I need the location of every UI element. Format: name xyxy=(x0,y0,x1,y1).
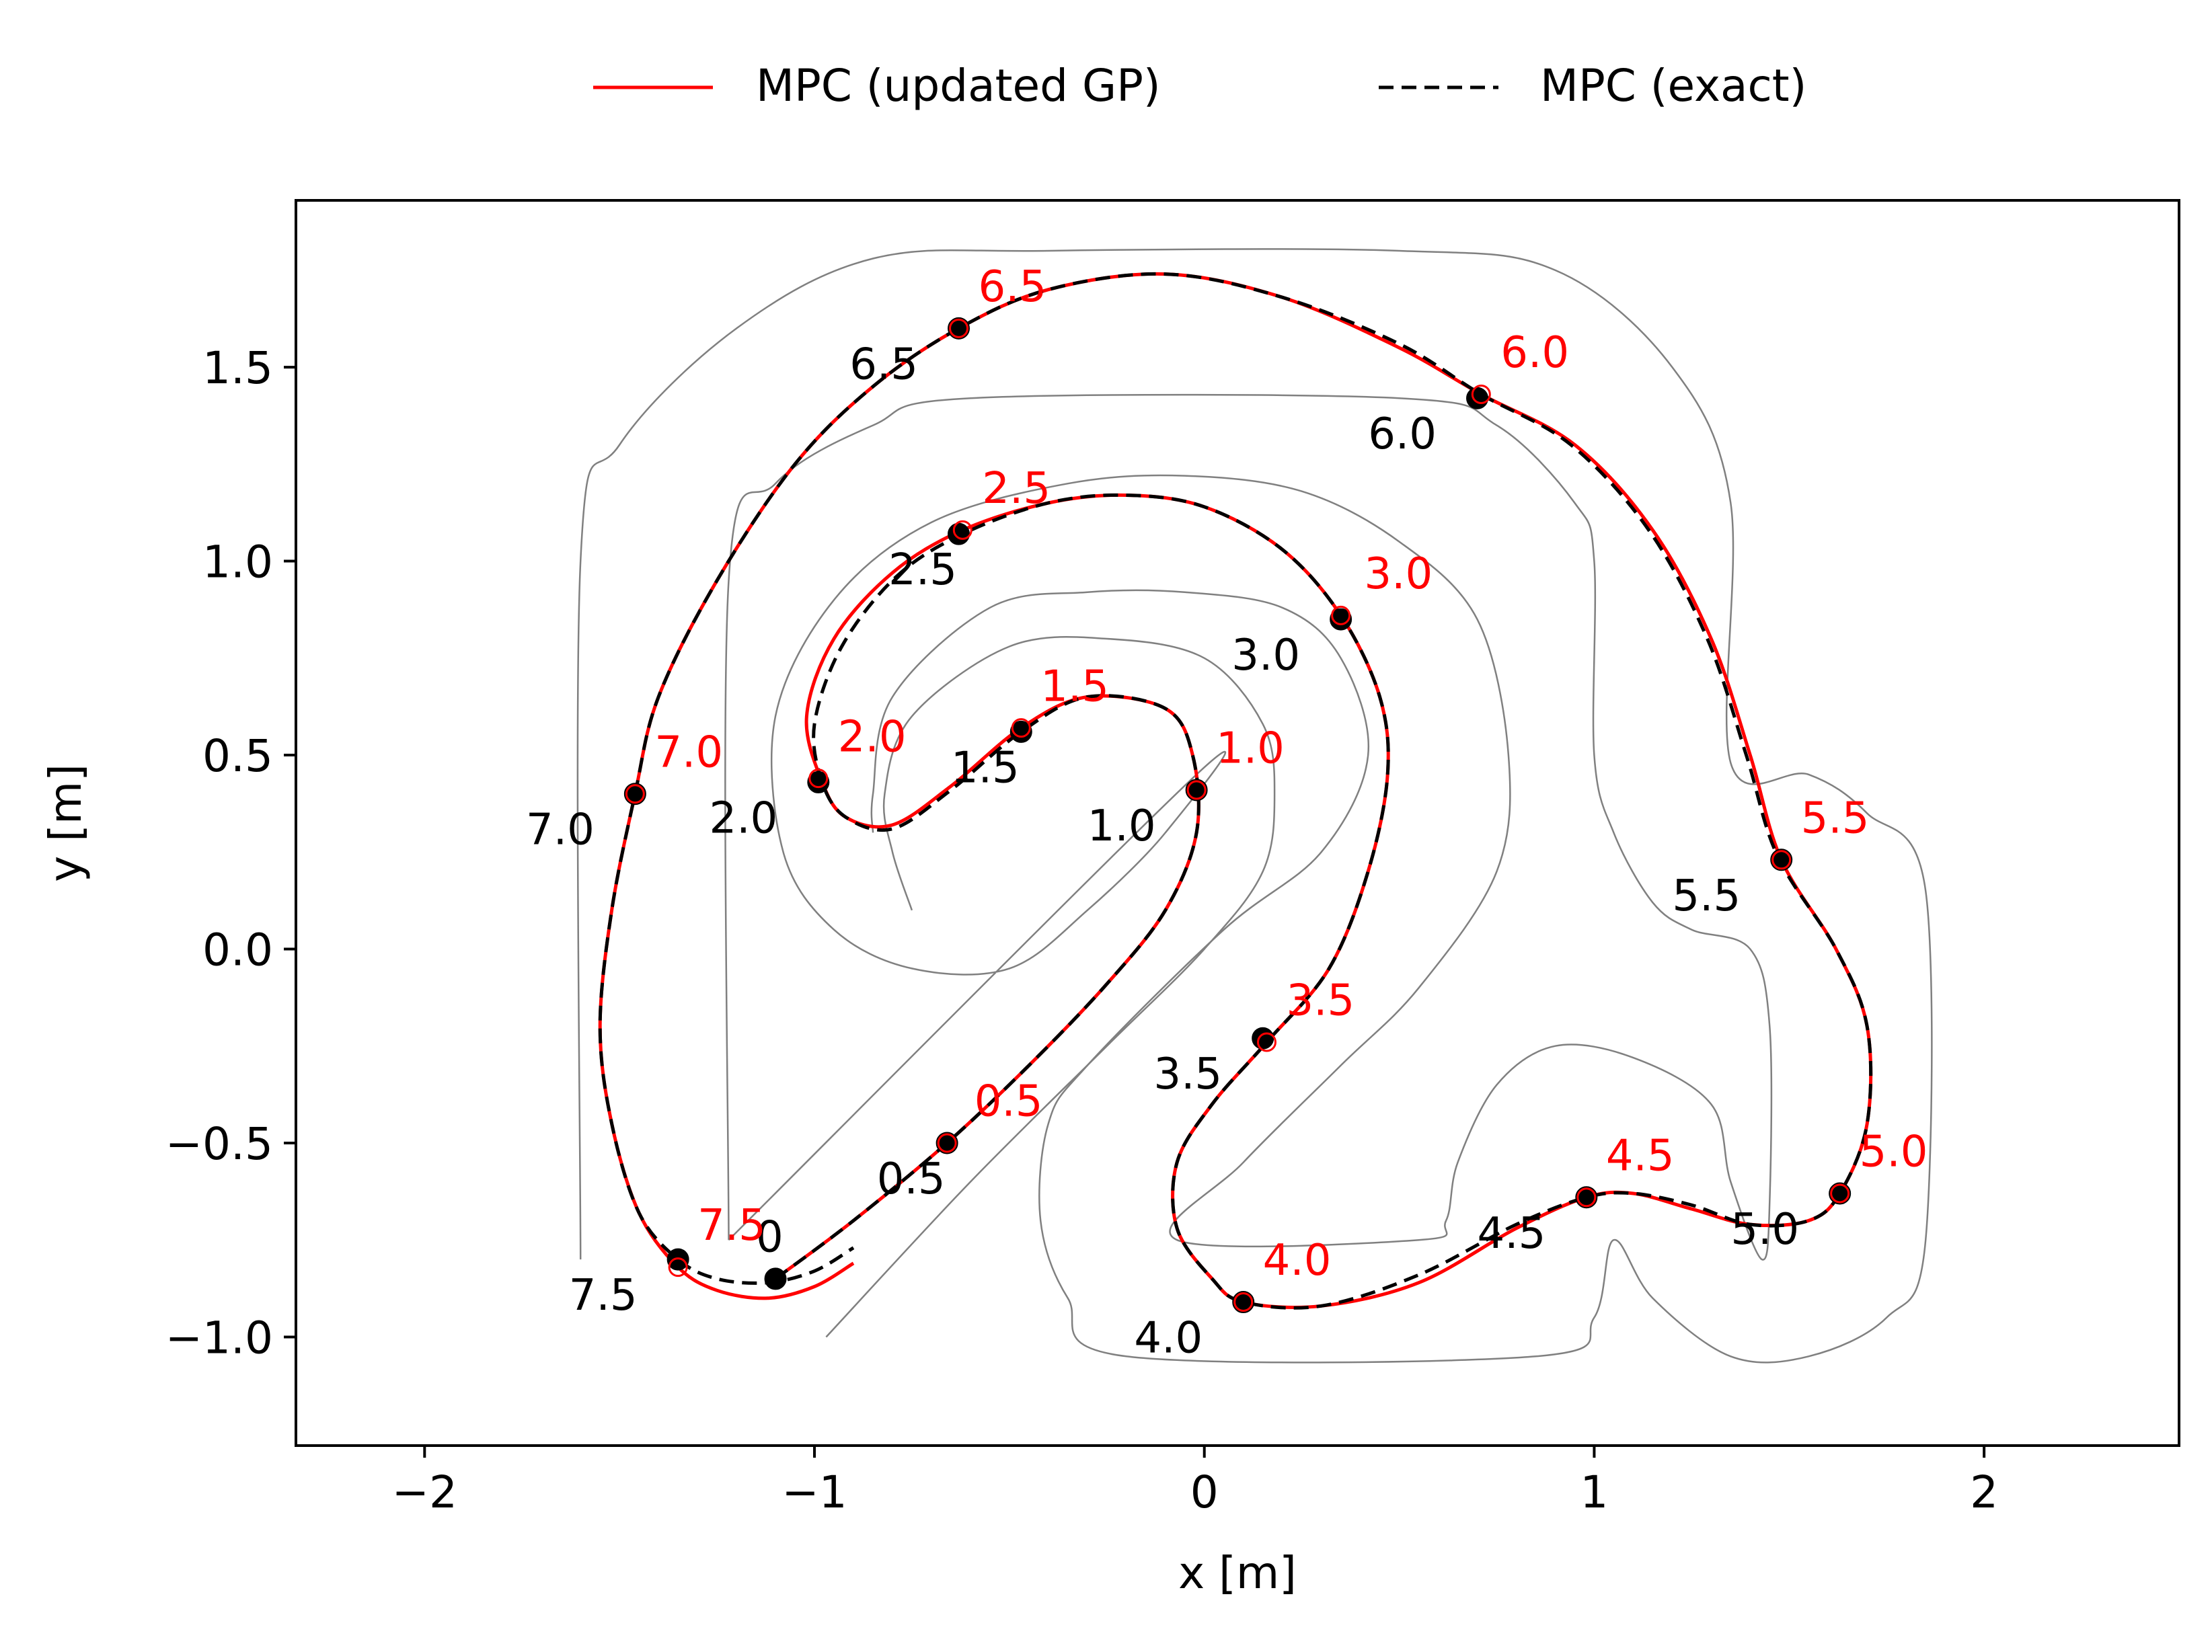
x-tick-label-1: −1 xyxy=(781,1466,847,1518)
marker-gp-1 xyxy=(1186,780,1207,800)
track-boundary-3 xyxy=(825,636,1276,1338)
y-tick-label-3: 0.5 xyxy=(202,730,273,782)
y-tick-label-0: −1.0 xyxy=(165,1312,273,1364)
time-label-gp-9: 5.0 xyxy=(1860,1128,1928,1177)
time-label-gp-2: 1.5 xyxy=(1040,662,1109,711)
time-label-gp-5: 3.0 xyxy=(1364,549,1433,599)
time-label-exact-14: 7.0 xyxy=(526,805,595,855)
marker-exact-13 xyxy=(948,317,970,340)
marker-gp-10 xyxy=(1771,850,1792,870)
time-label-exact-1: 0.5 xyxy=(877,1154,946,1204)
y-axis-label: y [m] xyxy=(40,764,91,882)
legend: MPC (updated GP) MPC (exact) xyxy=(593,60,1806,112)
marker-gp-11 xyxy=(1471,384,1491,404)
marker-gp-14 xyxy=(668,1257,688,1277)
marker-exact-2 xyxy=(1185,779,1208,801)
time-label-gp-4: 2.5 xyxy=(982,464,1051,514)
x-tick-label-0: −2 xyxy=(392,1466,457,1518)
marker-gp-4 xyxy=(952,520,972,540)
marker-exact-7 xyxy=(1252,1027,1274,1050)
time-label-gp-6: 3.5 xyxy=(1286,976,1355,1026)
marker-exact-3 xyxy=(1009,720,1032,743)
marker-gp-8 xyxy=(1576,1187,1597,1208)
marker-exact-0 xyxy=(764,1267,787,1290)
marker-exact-1 xyxy=(936,1132,958,1154)
time-label-gp-0: 0.5 xyxy=(975,1077,1043,1127)
time-label-exact-5: 2.5 xyxy=(888,545,957,595)
marker-gp-13 xyxy=(625,784,645,804)
marker-gp-9 xyxy=(1830,1183,1850,1204)
track-boundary-2 xyxy=(724,393,1773,1261)
y-tick-label-5: 1.5 xyxy=(202,342,273,394)
y-tick-label-4: 1.0 xyxy=(202,537,273,588)
marker-exact-9 xyxy=(1575,1186,1598,1209)
track-boundaries xyxy=(576,248,1933,1364)
time-label-gp-8: 4.5 xyxy=(1606,1131,1675,1181)
time-labels: 0 0.5 1.0 1.5 2.0 2.5 3.0 3.5 4.0 4.5 5.0 5.5 6.0 6.5… xyxy=(526,262,1928,1364)
axes-frame xyxy=(295,199,2180,1447)
y-tick-label-1: −0.5 xyxy=(165,1118,273,1170)
x-axis-label: x [m] xyxy=(1178,1547,1297,1599)
marker-gp-2 xyxy=(1011,718,1031,738)
time-label-gp-3: 2.0 xyxy=(838,712,907,762)
marker-exact-8 xyxy=(1232,1291,1255,1314)
time-label-gp-11: 6.0 xyxy=(1500,328,1569,378)
y-axis-ticks: −1.0 −0.5 0.0 0.5 1.0 1.5 xyxy=(165,342,296,1364)
time-label-gp-12: 6.5 xyxy=(978,262,1046,312)
series-lines xyxy=(598,272,1873,1310)
legend-exact-label: MPC (exact) xyxy=(1540,60,1806,112)
y-tick-label-2: 0.0 xyxy=(202,925,273,976)
series-exact-line xyxy=(598,272,1873,1310)
marker-gp-3 xyxy=(808,769,829,789)
marker-gp-12 xyxy=(949,318,969,338)
marker-exact-6 xyxy=(1330,608,1352,631)
time-label-exact-7: 3.5 xyxy=(1153,1050,1222,1099)
time-label-exact-8: 4.0 xyxy=(1134,1314,1203,1364)
track-boundary-1 xyxy=(576,248,1933,1364)
time-label-exact-9: 4.5 xyxy=(1478,1209,1546,1259)
time-label-exact-0: 0 xyxy=(756,1213,784,1263)
series-gp-line xyxy=(598,272,1873,1309)
time-label-gp-14: 7.5 xyxy=(697,1201,766,1251)
marker-exact-10 xyxy=(1829,1182,1852,1205)
marker-gp-6 xyxy=(1256,1032,1276,1052)
time-label-exact-2: 1.0 xyxy=(1088,801,1156,851)
time-markers xyxy=(623,317,1852,1314)
marker-exact-11 xyxy=(1770,849,1793,871)
time-label-gp-10: 5.5 xyxy=(1801,793,1870,843)
marker-exact-12 xyxy=(1466,387,1489,409)
time-label-gp-13: 7.0 xyxy=(654,727,723,777)
x-tick-label-4: 2 xyxy=(1970,1466,1998,1518)
time-label-exact-3: 1.5 xyxy=(951,743,1020,793)
time-label-exact-15: 7.5 xyxy=(569,1271,638,1321)
time-label-exact-11: 5.5 xyxy=(1672,871,1741,921)
marker-gp-7 xyxy=(1233,1292,1254,1312)
time-label-exact-12: 6.0 xyxy=(1368,409,1437,459)
time-label-exact-10: 5.0 xyxy=(1730,1205,1799,1255)
time-label-exact-4: 2.0 xyxy=(709,793,777,843)
x-tick-label-3: 1 xyxy=(1580,1466,1608,1518)
marker-exact-5 xyxy=(948,522,970,545)
time-label-gp-1: 1.0 xyxy=(1216,724,1285,774)
time-label-exact-13: 6.5 xyxy=(849,340,918,389)
time-label-exact-6: 3.0 xyxy=(1231,631,1300,680)
marker-exact-14 xyxy=(623,783,646,805)
marker-exact-4 xyxy=(807,771,830,793)
time-label-gp-7: 4.0 xyxy=(1263,1236,1332,1286)
marker-gp-5 xyxy=(1331,605,1351,625)
x-axis-ticks: −2 −1 0 1 2 xyxy=(392,1446,1998,1518)
plot-area: 0 0.5 1.0 1.5 2.0 2.5 3.0 3.5 4.0 4.5 5.0 5.5 6.0 6.5… xyxy=(295,199,2180,1447)
legend-gp-label: MPC (updated GP) xyxy=(756,60,1161,112)
marker-gp-0 xyxy=(937,1133,957,1153)
x-tick-label-2: 0 xyxy=(1190,1466,1219,1518)
